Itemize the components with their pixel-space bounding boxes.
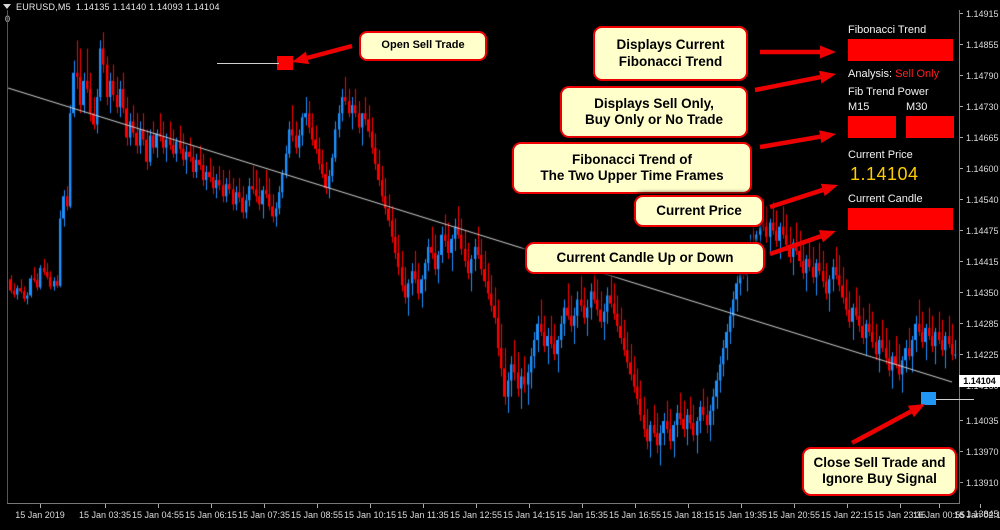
- close-sell-trade-marker[interactable]: [921, 392, 936, 405]
- current-candle-bar: [848, 208, 953, 230]
- time-tick-label: 15 Jan 06:15: [184, 510, 238, 520]
- current-price-label: Current Price: [848, 149, 913, 161]
- time-tick-mark: [370, 504, 371, 508]
- time-tick-label: 15 Jan 04:55: [131, 510, 185, 520]
- callout-close-sell-trade-ignore-buy-signal: Close Sell Trade and Ignore Buy Signal: [802, 447, 957, 496]
- close-sell-trade-marker-level-line: [936, 398, 974, 400]
- time-tick-mark: [900, 504, 901, 508]
- current-price-value: 1.14104: [850, 164, 919, 184]
- fib-trend-power-label: Fib Trend Power: [848, 86, 929, 98]
- time-tick-mark: [939, 504, 940, 508]
- price-tick: 1.14730: [960, 102, 1000, 112]
- time-tick-label: 15 Jan 10:15: [343, 510, 397, 520]
- timeframe-m30-label: M30: [906, 101, 928, 113]
- time-tick-mark: [688, 504, 689, 508]
- timeframe-m15-bar: [848, 116, 896, 138]
- price-tick: 1.14350: [960, 288, 1000, 298]
- price-tick: 1.13970: [960, 447, 1000, 457]
- time-tick-label: 15 Jan 03:35: [78, 510, 132, 520]
- callout-current-candle-up-or-down: Current Candle Up or Down: [525, 242, 765, 275]
- time-tick-mark: [741, 504, 742, 508]
- price-tick: 1.14035: [960, 416, 1000, 426]
- callout-displays-sell-only-buy-only-no-trade: Displays Sell Only, Buy Only or No Trade: [560, 86, 748, 138]
- open-sell-trade-marker[interactable]: [277, 56, 293, 70]
- time-tick-label: 16 Jan 00:55: [912, 510, 966, 520]
- time-tick-label: 15 Jan 18:15: [661, 510, 715, 520]
- time-tick-mark: [211, 504, 212, 508]
- price-tick: 1.13845: [960, 509, 1000, 519]
- time-tick-mark: [317, 504, 318, 508]
- price-tick: 1.14665: [960, 133, 1000, 143]
- callout-fibonacci-trend-two-upper-timeframes: Fibonacci Trend of The Two Upper Time Fr…: [512, 142, 752, 194]
- timeframe-m30-bar: [906, 116, 954, 138]
- timeframe-m15: M15: [848, 101, 896, 145]
- time-tick-label: 15 Jan 07:35: [237, 510, 291, 520]
- price-tick: 1.13910: [960, 478, 1000, 488]
- time-tick-label: 15 Jan 2019: [15, 510, 65, 520]
- fibonacci-info-panel: Fibonacci Trend Analysis: Sell Only Fib …: [840, 24, 958, 237]
- price-tick: 1.14415: [960, 257, 1000, 267]
- callout-current-price: Current Price: [634, 195, 764, 228]
- time-tick-mark: [582, 504, 583, 508]
- time-tick-mark: [529, 504, 530, 508]
- price-tick: 1.14600: [960, 164, 1000, 174]
- time-tick-mark: [980, 504, 981, 508]
- fibonacci-trend-bar: [848, 39, 953, 61]
- price-axis[interactable]: 1.14915 1.14855 1.14790 1.14730 1.14665 1.146…: [960, 0, 1000, 519]
- time-tick-mark: [794, 504, 795, 508]
- price-tick: 1.14790: [960, 71, 1000, 81]
- fibonacci-trend-label: Fibonacci Trend: [848, 24, 927, 36]
- time-tick-label: 15 Jan 20:55: [767, 510, 821, 520]
- callout-displays-current-fibonacci-trend: Displays Current Fibonacci Trend: [593, 26, 748, 81]
- time-tick-label: 15 Jan 14:15: [502, 510, 556, 520]
- time-tick-label: 16 Jan 02:15: [953, 510, 1000, 520]
- time-tick-mark: [423, 504, 424, 508]
- price-tick: 1.14225: [960, 350, 1000, 360]
- time-tick-mark: [847, 504, 848, 508]
- time-tick-label: 15 Jan 12:55: [449, 510, 503, 520]
- time-axis[interactable]: 15 Jan 2019 15 Jan 03:35 15 Jan 04:55 15 Ja…: [0, 504, 1000, 530]
- price-tick: 1.14855: [960, 40, 1000, 50]
- time-tick-mark: [158, 504, 159, 508]
- price-tick: 1.14475: [960, 226, 1000, 236]
- analysis-value: Sell Only: [895, 68, 940, 80]
- time-tick-label: 15 Jan 08:55: [290, 510, 344, 520]
- time-tick-label: 15 Jan 19:35: [714, 510, 768, 520]
- time-tick-label: 15 Jan 15:35: [555, 510, 609, 520]
- timeframe-row: M15 M30: [848, 101, 958, 145]
- time-tick-label: 15 Jan 22:15: [820, 510, 874, 520]
- time-tick-mark: [40, 504, 41, 508]
- time-tick-mark: [105, 504, 106, 508]
- price-tick: 1.14915: [960, 9, 1000, 19]
- timeframe-m30: M30: [906, 101, 954, 145]
- time-tick-mark: [476, 504, 477, 508]
- timeframe-m15-label: M15: [848, 101, 870, 113]
- current-price-tag: 1.14104: [959, 375, 1000, 387]
- open-sell-trade-marker-level-line: [217, 63, 279, 64]
- current-candle-label: Current Candle: [848, 193, 923, 205]
- analysis-row: Analysis: Sell Only: [848, 68, 958, 80]
- price-tick: 1.14540: [960, 195, 1000, 205]
- time-tick-label: 15 Jan 11:35: [397, 510, 449, 520]
- time-tick-mark: [635, 504, 636, 508]
- analysis-label: Analysis:: [848, 68, 893, 80]
- price-tick: 1.14285: [960, 319, 1000, 329]
- callout-open-sell-trade: Open Sell Trade: [359, 31, 487, 61]
- time-tick-label: 15 Jan 23:35: [873, 510, 927, 520]
- time-tick-mark: [264, 504, 265, 508]
- time-tick-label: 15 Jan 16:55: [608, 510, 662, 520]
